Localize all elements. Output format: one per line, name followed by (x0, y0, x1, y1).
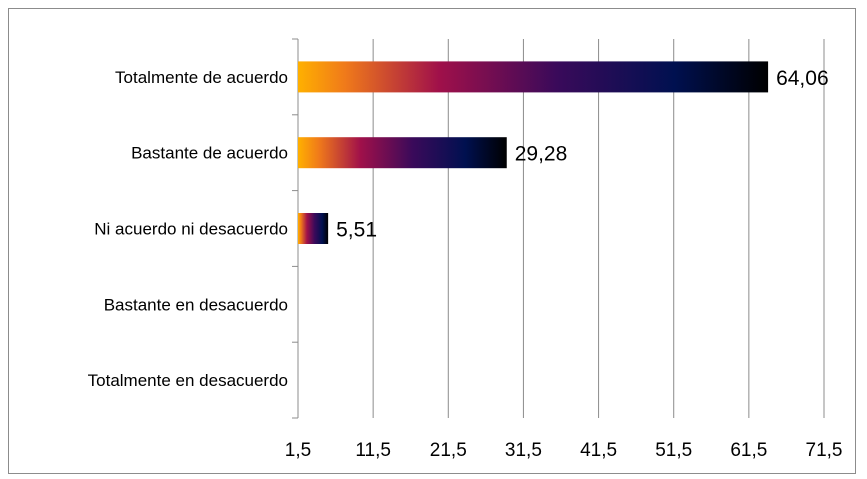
category-label: Totalmente en desacuerdo (88, 371, 288, 390)
gridlines (297, 39, 825, 418)
category-label: Totalmente de acuerdo (115, 68, 288, 87)
category-label: Bastante en desacuerdo (104, 295, 288, 314)
bar (298, 61, 769, 93)
x-tick-label: 1,5 (285, 440, 311, 461)
bar-chart: 1,5 11,5 21,5 31,5 41,5 51,5 61,5 71,5 Totalment… (88, 38, 843, 461)
x-tick-label: 31,5 (505, 440, 542, 461)
x-tick-label: 21,5 (430, 440, 467, 461)
x-tick-label: 71,5 (806, 440, 843, 461)
data-label: 5,51 (336, 219, 377, 242)
x-tick-label: 61,5 (730, 440, 767, 461)
bar (298, 213, 329, 244)
bars (298, 61, 769, 244)
chart-frame: 1,5 11,5 21,5 31,5 41,5 51,5 61,5 71,5 Totalment… (8, 8, 856, 474)
y-axis (292, 38, 299, 419)
x-tick-label: 41,5 (580, 440, 617, 461)
labels: 1,5 11,5 21,5 31,5 41,5 51,5 61,5 71,5 Totalment… (88, 67, 843, 461)
category-label: Bastante de acuerdo (131, 144, 288, 163)
data-label: 29,28 (515, 143, 568, 166)
x-tick-label: 11,5 (355, 440, 391, 461)
data-label: 64,06 (776, 67, 829, 90)
bar (298, 137, 507, 169)
x-tick-label: 51,5 (655, 440, 692, 461)
category-label: Ni acuerdo ni desacuerdo (94, 220, 288, 239)
